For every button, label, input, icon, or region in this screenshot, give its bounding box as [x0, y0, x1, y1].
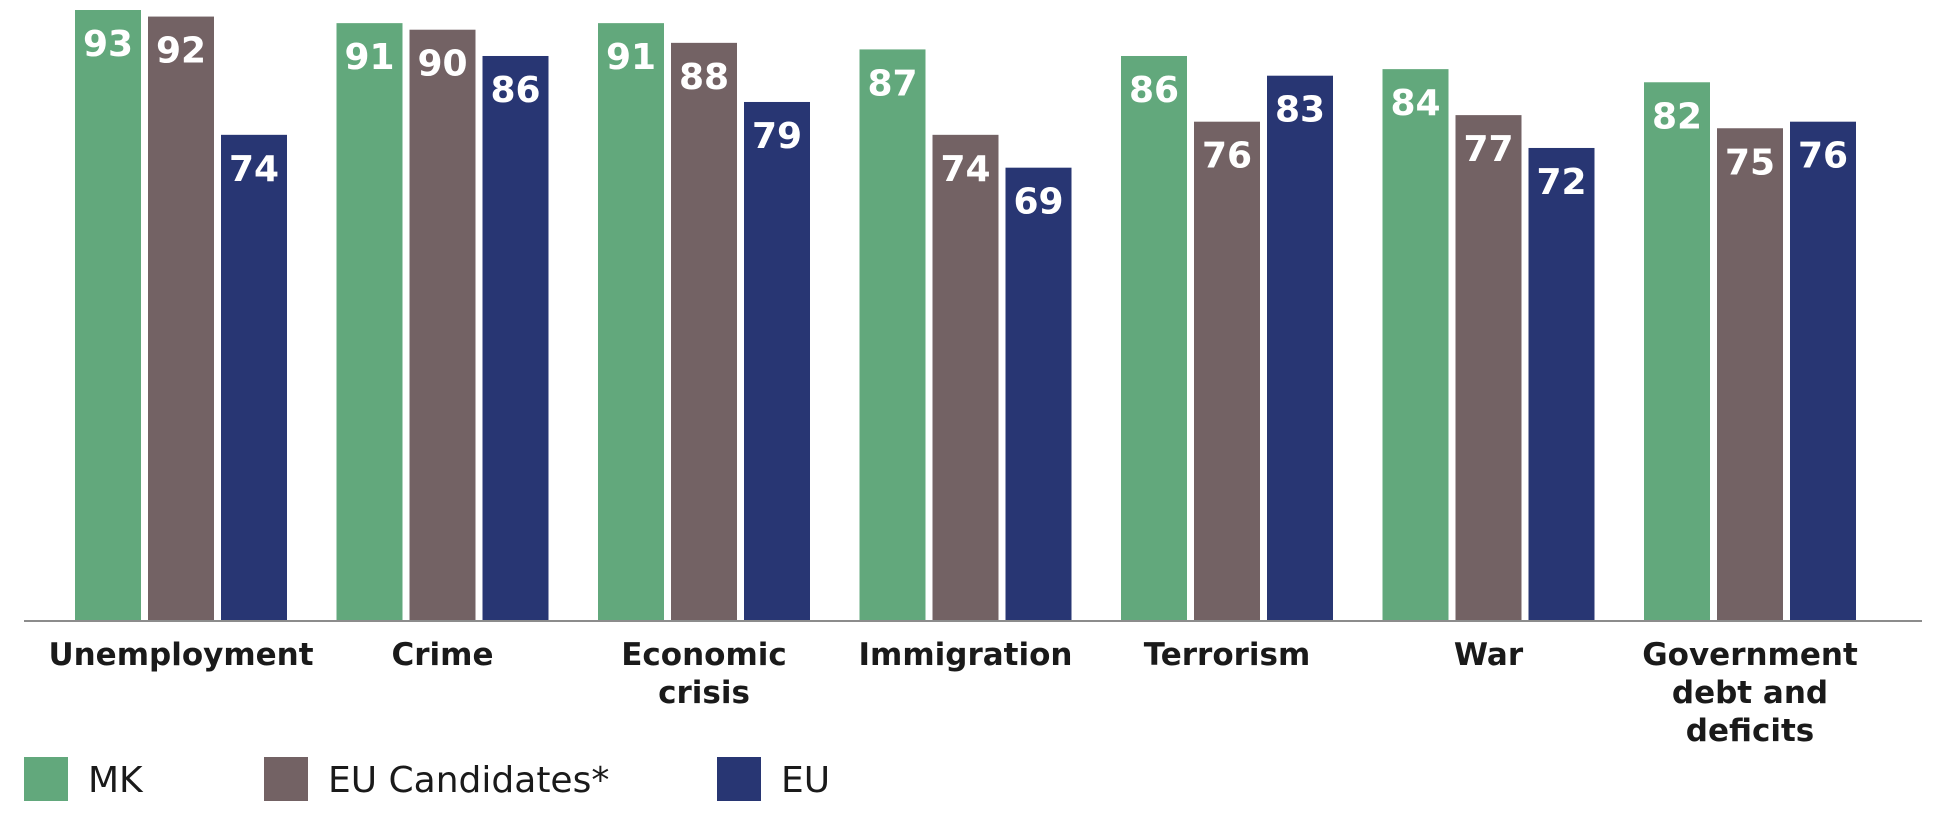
category-label-government-debt-and-deficits: debt and: [1672, 675, 1828, 711]
value-label-eu-unemployment: 74: [229, 149, 279, 190]
bar-eu-candidates-unemployment: [148, 16, 214, 622]
bar-mk-war: [1382, 69, 1449, 622]
legend-swatch-eu: [717, 757, 761, 801]
value-label-eu-candidates-terrorism: 76: [1202, 136, 1252, 177]
legend-swatch-eu-candidates: [264, 757, 308, 801]
value-label-mk-immigration: 87: [867, 63, 917, 104]
value-label-eu-crime: 86: [490, 70, 540, 111]
bar-eu-candidates-crime: [409, 29, 476, 622]
category-label-crime: Crime: [392, 637, 494, 673]
value-label-eu-candidates-economic-crisis: 88: [679, 57, 729, 98]
value-label-mk-government-debt-and-deficits: 82: [1652, 96, 1702, 137]
category-label-terrorism: Terrorism: [1144, 637, 1311, 673]
bar-eu-crime: [482, 55, 549, 621]
value-label-eu-candidates-crime: 90: [417, 44, 467, 85]
category-label-economic-crisis: Economic: [621, 637, 787, 673]
value-label-eu-candidates-government-debt-and-deficits: 75: [1725, 142, 1775, 183]
category-label-immigration: Immigration: [859, 637, 1073, 673]
category-label-government-debt-and-deficits: deficits: [1686, 713, 1814, 749]
legend-label-eu-candidates: EU Candidates*: [328, 760, 609, 801]
category-label-unemployment: Unemployment: [48, 637, 313, 673]
bar-mk-government-debt-and-deficits: [1644, 82, 1710, 622]
value-label-eu-war: 72: [1536, 162, 1586, 203]
value-label-mk-unemployment: 93: [83, 24, 133, 65]
bar-eu-candidates-terrorism: [1194, 121, 1260, 621]
value-label-mk-crime: 91: [344, 37, 394, 78]
bar-eu-immigration: [1005, 167, 1072, 621]
bar-eu-candidates-immigration: [932, 134, 999, 622]
bar-mk-immigration: [859, 49, 926, 621]
value-label-eu-economic-crisis: 79: [752, 116, 802, 157]
bar-mk-crime: [336, 23, 403, 622]
legend-label-eu: EU: [781, 760, 830, 801]
legend-swatch-mk: [24, 757, 68, 801]
bar-eu-candidates-economic-crisis: [671, 42, 737, 621]
category-label-government-debt-and-deficits: Government: [1642, 637, 1858, 673]
value-label-eu-government-debt-and-deficits: 76: [1798, 136, 1848, 177]
value-label-eu-immigration: 69: [1013, 182, 1063, 223]
bar-eu-government-debt-and-deficits: [1790, 121, 1856, 621]
value-label-eu-candidates-war: 77: [1463, 129, 1513, 170]
bar-eu-war: [1528, 147, 1595, 621]
bar-mk-unemployment: [75, 10, 141, 621]
bar-eu-unemployment: [221, 134, 287, 622]
value-label-eu-candidates-immigration: 74: [940, 149, 990, 190]
bar-eu-terrorism: [1267, 75, 1333, 622]
value-label-eu-terrorism: 83: [1275, 90, 1325, 131]
bar-mk-economic-crisis: [598, 23, 664, 622]
bar-mk-terrorism: [1121, 55, 1187, 621]
value-label-mk-terrorism: 86: [1129, 70, 1179, 111]
legend: MK EU Candidates* EU: [24, 757, 830, 801]
category-label-war: War: [1454, 637, 1524, 673]
bar-eu-candidates-war: [1455, 115, 1522, 621]
value-label-eu-candidates-unemployment: 92: [156, 31, 206, 72]
value-label-mk-war: 84: [1390, 83, 1440, 124]
bar-eu-economic-crisis: [744, 101, 810, 621]
category-label-economic-crisis: crisis: [658, 675, 750, 711]
legend-label-mk: MK: [88, 760, 144, 801]
bars-layer: 93 92 74 91 90 86 91 88 79 87 74 69 86 76 83 84 77 72 82 75…: [75, 10, 1856, 622]
value-label-mk-economic-crisis: 91: [606, 37, 656, 78]
bar-eu-candidates-government-debt-and-deficits: [1717, 128, 1783, 622]
